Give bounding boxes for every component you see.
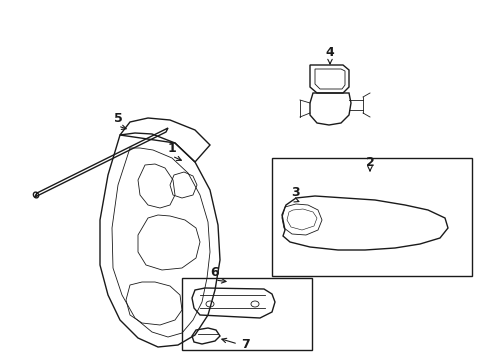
Bar — [271, 158, 471, 276]
Text: 7: 7 — [240, 338, 249, 351]
Text: 2: 2 — [365, 156, 374, 168]
Text: 6: 6 — [210, 266, 219, 279]
Bar — [182, 278, 311, 350]
Text: 1: 1 — [167, 141, 176, 154]
Text: 4: 4 — [325, 45, 334, 59]
Text: 5: 5 — [113, 112, 122, 125]
Text: 3: 3 — [290, 185, 299, 198]
